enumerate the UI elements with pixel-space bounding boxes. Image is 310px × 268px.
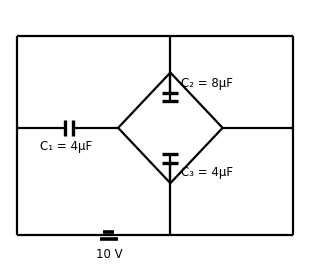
Text: C₃ = 4μF: C₃ = 4μF (181, 166, 233, 179)
Text: 10 V: 10 V (95, 248, 122, 261)
Text: C₁ = 4μF: C₁ = 4μF (40, 140, 92, 154)
Text: C₂ = 8μF: C₂ = 8μF (181, 77, 233, 90)
